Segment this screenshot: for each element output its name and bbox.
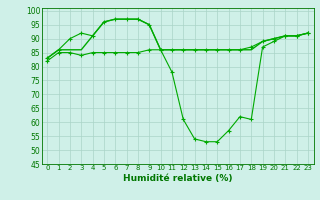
X-axis label: Humidité relative (%): Humidité relative (%) <box>123 174 232 183</box>
